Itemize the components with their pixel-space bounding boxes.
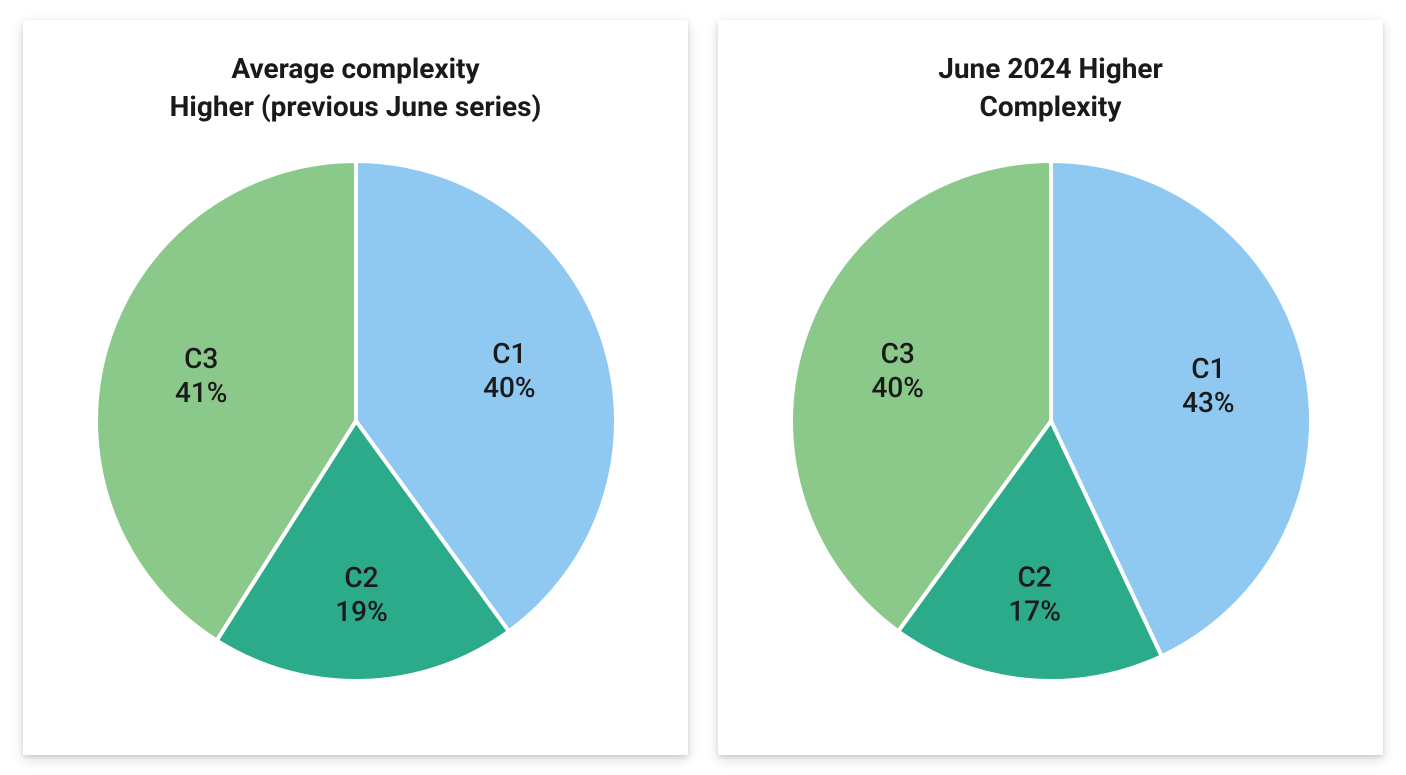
chart-card-right: June 2024 Higher Complexity C143% C217% C3… (718, 20, 1383, 755)
slice-label-percent: 40% (871, 371, 923, 404)
slice-label-percent: 17% (1008, 594, 1060, 627)
slice-label-percent: 41% (174, 376, 226, 409)
slice-label-name: C3 (184, 342, 218, 375)
slice-label-name: C1 (492, 337, 526, 370)
pie-chart: C140% C219% C341% (86, 151, 626, 691)
slice-label-percent: 40% (483, 371, 535, 404)
slice-label-name: C2 (1017, 560, 1051, 593)
chart-title: June 2024 Higher Complexity (938, 50, 1163, 126)
pie-chart: C143% C217% C340% (781, 151, 1321, 691)
slice-label-name: C1 (1191, 351, 1225, 384)
slice-label-percent: 19% (335, 595, 387, 628)
slice-label-name: C3 (880, 337, 914, 370)
slice-label-name: C2 (344, 561, 378, 594)
chart-title: Average complexity Higher (previous June… (170, 50, 542, 126)
slice-label-percent: 43% (1182, 385, 1234, 418)
chart-card-left: Average complexity Higher (previous June… (23, 20, 688, 755)
